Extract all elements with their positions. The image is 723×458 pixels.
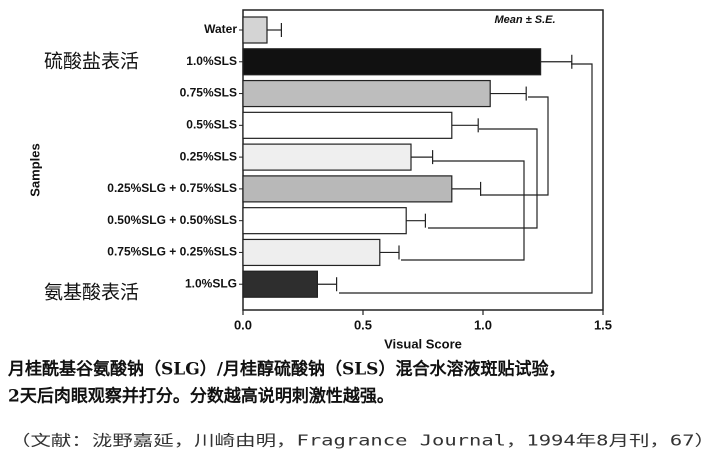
annotation: 氨基酸表活 bbox=[44, 282, 139, 304]
bar bbox=[242, 48, 542, 76]
bar bbox=[242, 207, 407, 235]
y-tick-label: 0.75%SLS bbox=[180, 86, 237, 100]
y-tick-label: Water bbox=[204, 22, 237, 36]
y-tick-label: 0.25%SLG + 0.75%SLS bbox=[107, 181, 237, 195]
bar bbox=[242, 175, 453, 203]
y-tick-label: 0.5%SLS bbox=[186, 118, 237, 132]
note: Mean ± S.E. bbox=[494, 14, 555, 26]
y-tick-label: 1.0%SLG bbox=[185, 276, 237, 290]
y-tick-label: 0.75%SLG + 0.25%SLS bbox=[107, 245, 237, 259]
y-tick-label: 0.25%SLS bbox=[180, 149, 237, 163]
bar bbox=[242, 270, 319, 298]
caption-line: 2天后肉眼观察并打分。分数越高说明刺激性越强。 bbox=[8, 386, 394, 407]
y-tick-label: 1.0%SLS bbox=[186, 54, 237, 68]
x-tick-label: 0.5 bbox=[354, 317, 372, 332]
bar bbox=[242, 238, 381, 267]
y-tick-label: 0.50%SLG + 0.50%SLS bbox=[107, 213, 237, 227]
y-axis-label: Samples bbox=[27, 143, 42, 196]
bar bbox=[242, 16, 268, 44]
x-tick-label: 1.0 bbox=[474, 317, 492, 332]
comparison-brackets bbox=[339, 63, 593, 294]
citation: （文献：泷野嘉延，川崎由明，Fragrance Journal，1994年8月刊… bbox=[10, 432, 715, 450]
x-axis-label: Visual Score bbox=[384, 336, 462, 351]
x-tick-label: 1.5 bbox=[594, 317, 612, 332]
bar bbox=[242, 111, 453, 139]
bar bbox=[242, 79, 491, 108]
bar bbox=[242, 143, 412, 171]
caption-line: 月桂酰基谷氨酸钠（SLG）/月桂醇硫酸钠（SLS）混合水溶液斑贴试验， bbox=[7, 359, 565, 380]
x-tick-label: 0.0 bbox=[234, 317, 252, 332]
annotation: 硫酸盐表活 bbox=[44, 51, 139, 73]
